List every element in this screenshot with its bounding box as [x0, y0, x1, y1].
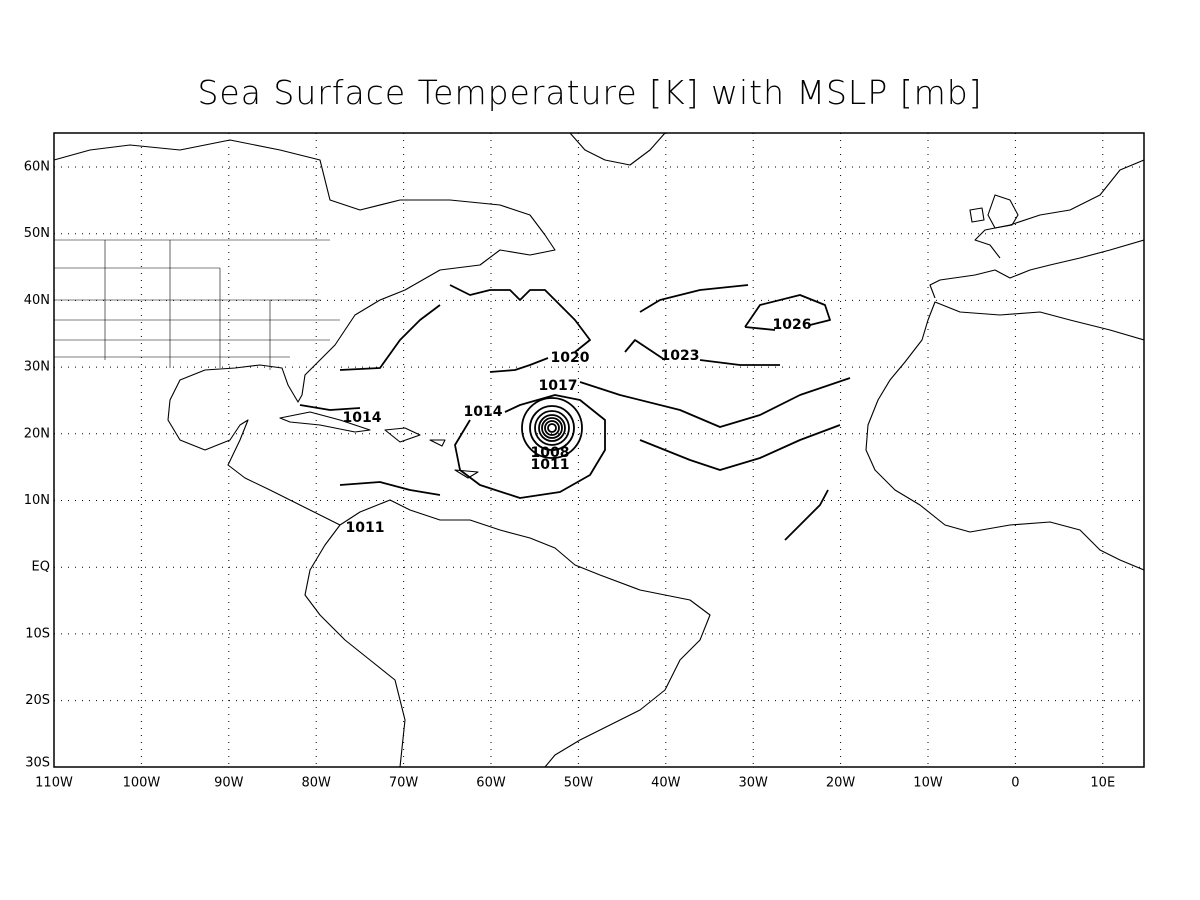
political-border [54, 239, 340, 370]
isobar [449, 284, 591, 373]
lon-label: 40W [651, 776, 681, 791]
coastline [53, 139, 556, 526]
lon-label: 10E [1090, 776, 1115, 791]
contour-label: 1008 [531, 445, 570, 461]
coastline [279, 411, 479, 479]
lon-label: 20W [826, 776, 856, 791]
lat-label: 60N [24, 160, 50, 175]
isobar [534, 410, 570, 446]
isobar [547, 423, 557, 433]
lat-label: 40N [24, 293, 50, 308]
lon-label: 60W [476, 776, 506, 791]
isobar [624, 284, 780, 366]
coastline [969, 194, 1019, 229]
lat-label: 20N [24, 426, 50, 441]
isobar [544, 420, 560, 436]
contour-label: 1011 [531, 457, 570, 473]
lat-label: 30S [25, 756, 50, 771]
lon-label: 90W [214, 776, 244, 791]
contour-label: 1014 [464, 404, 503, 420]
lat-label: 50N [24, 226, 50, 241]
isobar [538, 414, 566, 442]
coastline [929, 159, 1145, 299]
coastline [304, 499, 711, 768]
coastline [865, 301, 1145, 571]
lon-label: 100W [123, 776, 161, 791]
lon-label: 70W [389, 776, 419, 791]
contour-label: 1014 [343, 410, 382, 426]
lon-label: 110W [35, 776, 73, 791]
contour-label: 1017 [539, 378, 578, 394]
contour-label: 1020 [551, 350, 590, 366]
graticule [54, 133, 1144, 767]
lon-label: 0 [1011, 776, 1019, 791]
contour-label: 1026 [773, 317, 812, 333]
isobar [521, 397, 583, 459]
coastlines [53, 132, 1145, 768]
lon-label: 80W [301, 776, 331, 791]
lat-label: 10N [24, 493, 50, 508]
isobar [299, 394, 841, 499]
lat-label: 10S [25, 626, 50, 641]
contour-labels: 1026 1023 1020 1017 1014 1014 1008 1011 … [343, 317, 812, 536]
map-title: Sea Surface Temperature [K] with MSLP [m… [197, 73, 982, 112]
lon-label: 10W [913, 776, 943, 791]
mslp-contours [299, 284, 851, 541]
isobar [339, 304, 851, 428]
isobar [541, 417, 563, 439]
map-frame [53, 132, 1145, 768]
coastline [569, 132, 666, 166]
contour-label: 1023 [661, 348, 700, 364]
lat-label: EQ [32, 560, 50, 575]
isobar [339, 481, 829, 541]
lon-label: 50W [564, 776, 594, 791]
contour-label: 1011 [346, 520, 385, 536]
lat-label: 30N [24, 360, 50, 375]
isobar [744, 294, 831, 331]
isobar [529, 405, 575, 451]
lon-label: 30W [738, 776, 768, 791]
lat-label: 20S [25, 693, 50, 708]
axis-labels: 110W 100W 90W 80W 70W 60W 50W 40W 30W 20W 10W 0 10E 6… [24, 160, 1115, 791]
